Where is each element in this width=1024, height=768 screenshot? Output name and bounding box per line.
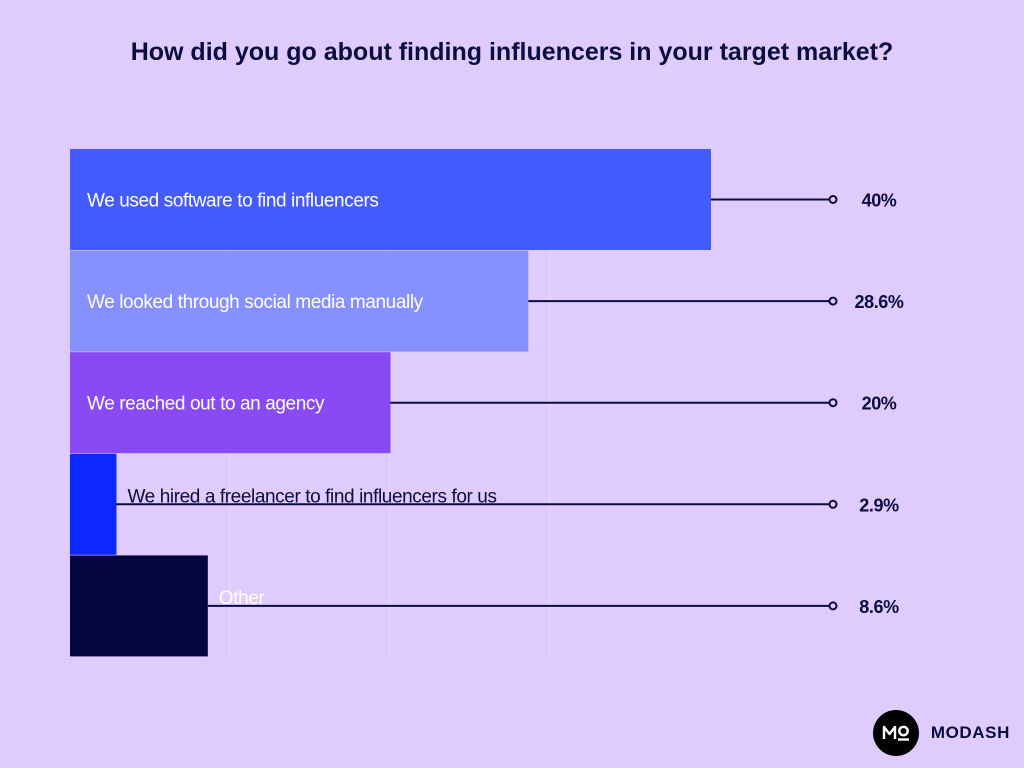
leader-end-dot: [828, 296, 838, 306]
category-label: We reached out to an agency: [87, 394, 325, 415]
modash-logo-icon: [872, 710, 919, 756]
category-label: Other: [219, 588, 266, 609]
category-label: We looked through social media manually: [87, 292, 424, 313]
leader-end-dot: [828, 601, 838, 611]
value-label: 20%: [862, 394, 897, 414]
bar: [70, 453, 117, 555]
logo-text: MODASH: [930, 723, 1010, 742]
modash-logo: MODASH: [872, 710, 1010, 756]
value-label: 8.6%: [859, 597, 899, 617]
chart-title: How did you go about finding influencers…: [130, 38, 894, 66]
value-label: 2.9%: [859, 495, 899, 515]
bar: [70, 352, 391, 454]
leader-end-dot: [828, 195, 838, 204]
value-label: 28.6%: [854, 292, 903, 312]
category-label: We hired a freelancer to find influencer…: [127, 486, 496, 507]
category-label: We used software to find influencers: [87, 191, 379, 212]
leader-end-dot: [828, 398, 838, 408]
leader-end-dot: [828, 499, 838, 509]
bar: [70, 149, 711, 250]
bar: [70, 250, 529, 352]
value-label: 40%: [862, 191, 897, 211]
bar: [70, 555, 208, 657]
